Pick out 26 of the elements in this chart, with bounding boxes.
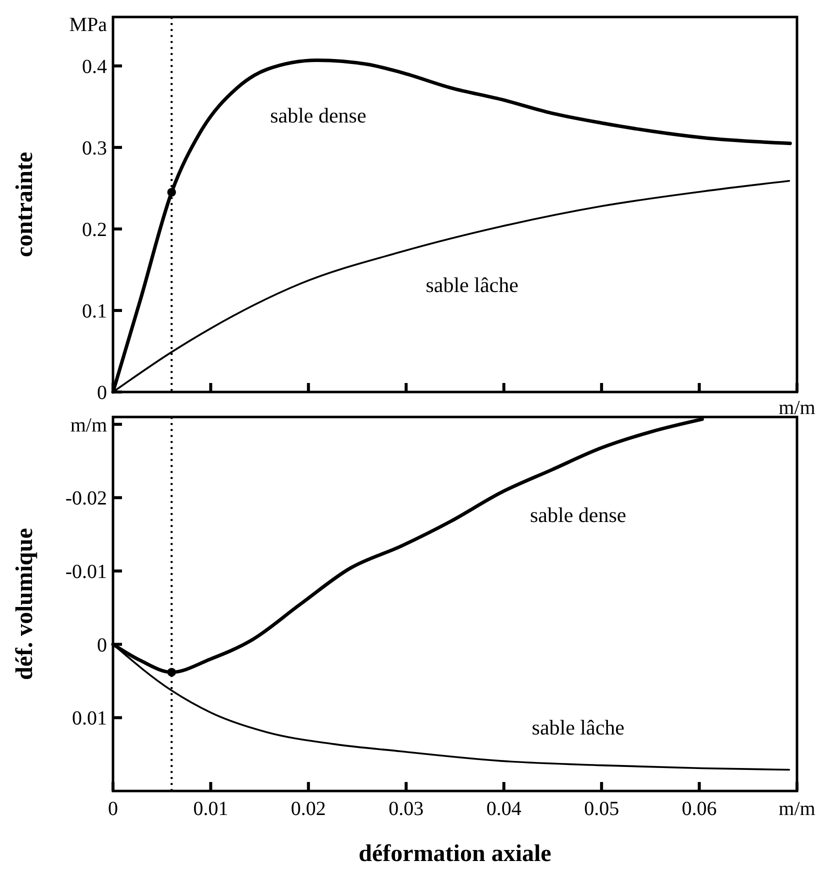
y-tick-label: m/m [70,414,108,436]
y-tick-label: -0.01 [65,561,107,583]
y-tick-label: 0.1 [82,300,107,322]
x-tick-label: m/m [778,798,816,820]
text: MPa [69,14,108,36]
y-axis-title: déf. volumique [12,528,38,680]
x-tick-label: 0.06 [682,798,717,820]
x-axis-title: déformation axiale [358,841,552,867]
x-tick-label: 0.01 [193,798,228,820]
y-tick-label: -0.02 [65,488,107,510]
y-tick-label: 0.01 [72,708,107,730]
x-tick-label: 0.02 [290,798,326,820]
y-tick-label: 0.3 [82,137,107,160]
y-tick-label: 0 [97,634,107,656]
annotation: m/m [778,397,816,419]
y-tick-label: 0.2 [82,218,107,241]
series-label: sable dense [530,503,626,528]
x-tick-label: 0.04 [486,798,522,820]
series-label: sable lâche [426,272,518,297]
x-tick-label: 0.05 [584,798,620,820]
y-tick-label: 0 [97,382,107,404]
y-axis-title: contrainte [12,152,38,258]
series-label: sable dense [270,103,366,128]
x-tick-label: 0.03 [388,798,424,820]
series-label: sable lâche [532,715,624,740]
y-tick-label: 0.4 [82,56,107,78]
